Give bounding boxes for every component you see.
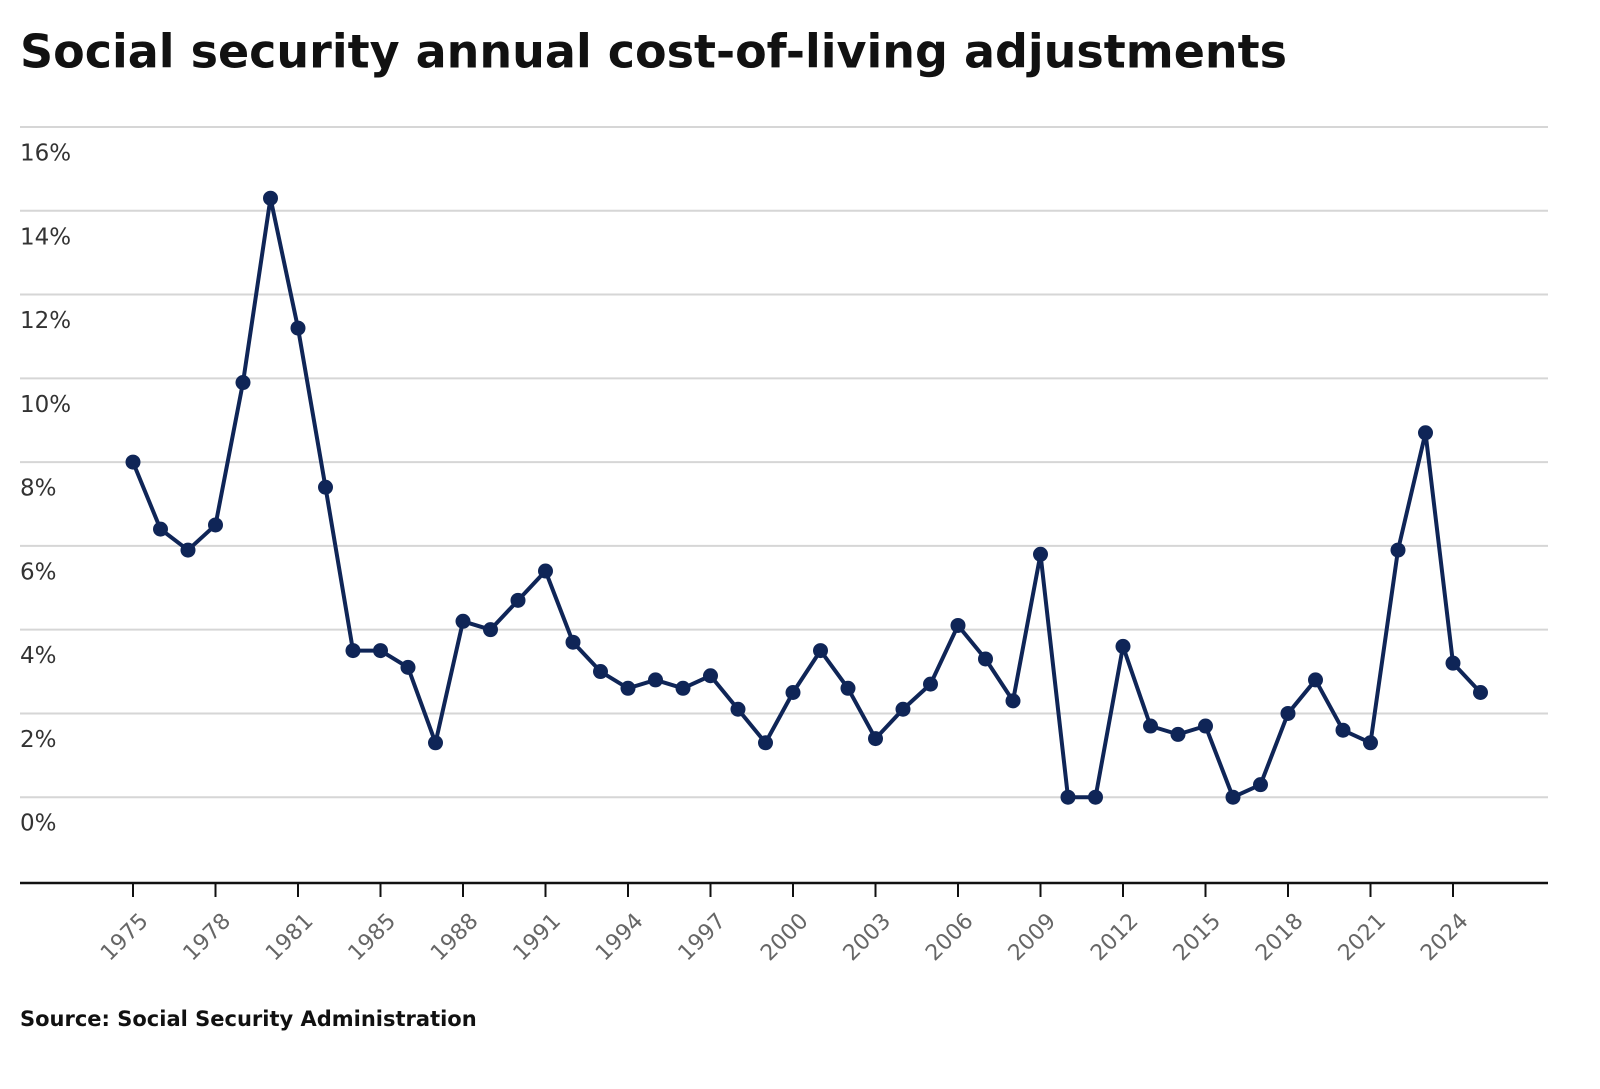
data-point [840,680,856,696]
x-tick-label: 2000 [756,909,813,966]
y-tick-label: 6% [20,559,57,585]
y-tick-label: 12% [20,308,71,334]
y-tick-label: 8% [20,476,57,502]
data-point [263,190,278,206]
data-point [373,643,388,659]
data-point [1253,777,1268,793]
y-tick-label: 10% [20,392,71,418]
data-point [1363,735,1378,751]
data-point [648,672,663,688]
data-point [153,521,168,537]
data-point [923,676,938,692]
data-point [1060,789,1076,805]
y-tick-label: 2% [20,727,57,753]
data-point [510,592,526,608]
data-point [895,701,911,717]
data-point [318,479,333,495]
data-point [785,685,801,700]
data-point [675,680,691,696]
x-tick-label: 1975 [96,909,153,966]
data-point [455,613,471,629]
y-tick-label: 4% [20,643,57,669]
x-tick-label: 1981 [261,909,318,966]
data-point [345,643,361,659]
data-point [180,542,196,558]
data-point [1335,722,1351,738]
data-point [483,622,498,638]
data-point [1170,726,1186,742]
data-point [400,659,416,675]
data-point [428,735,443,751]
y-tick-label: 0% [20,811,57,837]
data-point [1033,546,1048,562]
data-point [1143,718,1158,734]
data-point [620,680,636,696]
data-point [1308,672,1323,688]
data-point [1390,542,1406,558]
chart-title: Social security annual cost-of-living ad… [20,25,1287,79]
x-tick-label: 1978 [179,909,236,966]
source-note: Source: Social Security Administration [20,1007,477,1031]
y-tick-label: 14% [20,224,71,250]
data-point [813,643,828,659]
data-point [1115,638,1131,654]
y-tick-label: 16% [20,141,71,167]
x-tick-label: 2024 [1416,909,1473,966]
x-tick-label: 2015 [1169,909,1226,966]
data-point [1198,718,1213,734]
x-tick-label: 1985 [344,909,401,966]
x-tick-label: 2009 [1004,909,1061,966]
x-tick-label: 2003 [839,909,896,966]
data-point [290,320,306,336]
x-tick-label: 2021 [1334,909,1391,966]
x-tick-label: 1988 [426,909,483,966]
x-tick-label: 2012 [1086,909,1143,966]
data-point [125,454,141,470]
data-point [1005,693,1021,709]
data-point [235,375,251,391]
data-point [538,563,553,579]
data-point [1225,789,1241,805]
data-point [208,517,223,533]
x-tick-label: 2018 [1251,909,1308,966]
data-point [703,668,718,684]
data-point [950,617,966,633]
x-tick-label: 1997 [674,909,731,966]
data-point [868,731,883,747]
data-point [565,634,581,650]
data-point [758,735,773,751]
x-tick-label: 1994 [591,909,648,966]
x-tick-label: 2006 [921,909,978,966]
data-point [1445,655,1461,671]
data-point [593,664,608,680]
data-point [1280,705,1296,721]
data-point [1088,789,1103,805]
series-line [131,196,1482,800]
x-tick-label: 1991 [509,909,566,966]
data-point [1418,425,1433,441]
data-point [978,651,993,667]
data-point [1473,685,1488,700]
data-point [730,701,746,717]
